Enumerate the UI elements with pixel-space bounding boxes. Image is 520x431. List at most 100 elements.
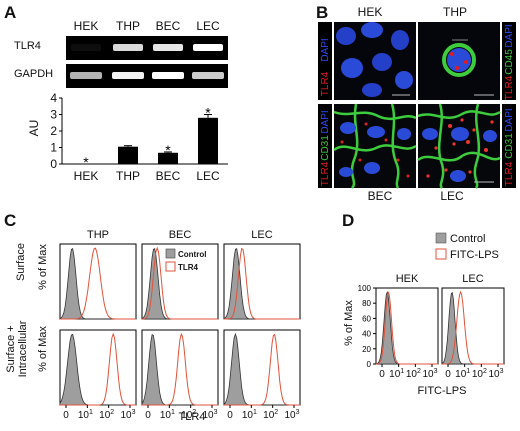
svg-text:CD31: CD31 [320,135,331,161]
d-hist-hek-stained-histogram [375,291,438,365]
row-label-intracellular-line2: Intracellular [17,320,29,377]
c-legend: Control TLR4 [165,248,206,272]
d-y-tick-label: 0 [367,360,372,369]
d-y-tick-label: 20 [362,345,371,354]
band-tlr4-hek [71,44,101,51]
c-surface-bec [141,243,219,320]
y-tick-label: 2 [50,124,57,138]
svg-text:TLR4: TLR4 [320,71,331,96]
svg-text:DAPI: DAPI [320,110,331,133]
panel-d: D % of Max FITC-LPS Control FITC-LPS HEK… [342,211,505,397]
d-x-lec-tick-label: 102 [472,368,487,380]
y-tick-label: 3 [50,108,57,122]
d-legend-control: Control [450,233,485,245]
y-tick-label: 1 [50,141,57,155]
d-x-hek-tick-label: 0 [379,369,385,380]
y-tick-label: 0 [50,157,57,171]
x-tick-label: LEC [196,169,220,183]
svg-text:DAPI: DAPI [504,108,515,131]
svg-text:CD31: CD31 [504,133,515,159]
c-surface-lec [223,243,301,320]
svg-text:TLR4: TLR4 [504,75,515,100]
d-legend: Control FITC-LPS [435,232,499,261]
d-column-label-hek: HEK [396,273,419,285]
c-ylabel-bottom: % of Max [37,326,49,372]
lane-label-lec: LEC [196,19,220,33]
c-x-thp-tick-label: 101 [78,409,93,421]
right-top-stain-label: DAPI CD45 TLR4 [502,22,516,100]
c-legend-control: Control [178,250,206,259]
significance-marker: * [83,154,89,170]
band-tlr4-lec [193,44,223,51]
svg-text:TLR4: TLR4 [320,161,331,186]
right-bottom-stain-label: DAPI CD31 TLR4 [502,104,516,188]
micro-label-hek: HEK [358,5,383,19]
svg-text:DAPI: DAPI [504,24,515,47]
y-tick-label: 4 [50,91,57,105]
lane-labels: HEK THP BEC LEC [74,19,220,33]
svg-text:DAPI: DAPI [320,38,331,61]
c-x-bec-tick-label: 101 [160,409,175,421]
x-tick-label: BEC [156,169,181,183]
d-hist-lec [441,287,505,365]
c-x-bec-tick-label: 0 [145,410,151,421]
c-x-lec-tick-label: 0 [227,410,233,421]
c-x-thp-tick-label: 102 [99,409,114,421]
micro-label-thp: THP [443,5,467,19]
panel-c-label: C [4,211,16,230]
band-gapdh-lec [192,72,224,79]
micro-label-bec: BEC [368,189,393,203]
panel-b-label: B [316,3,328,22]
d-column-label-lec: LEC [462,273,483,285]
d-y-tick-label: 60 [362,314,371,323]
panel-b: B HEK THP DAPI TLR4 DAPI CD31 TLR4 DAPI … [316,3,516,203]
row-label-surface: Surface [15,243,27,281]
gene-label-gapdh: GAPDH [14,68,53,80]
d-ylabel: % of Max [343,300,355,346]
panel-a-label: A [4,3,16,22]
svg-text:CD45: CD45 [504,49,515,75]
c-column-label-bec: BEC [169,229,192,241]
d-x-hek-tick-label: 101 [389,368,404,380]
c-x-lec-tick-label: 103 [284,409,299,421]
lane-label-thp: THP [116,19,140,33]
d-legend-fitc: FITC-LPS [450,249,499,261]
c-ylabel-top: % of Max [37,244,49,290]
gel-bands [70,44,224,79]
c-xlabel: TLR4 [179,411,206,423]
c-intracellular-lec-stained-histogram [224,333,300,406]
gene-label-tlr4: TLR4 [14,40,41,52]
band-gapdh-hek [70,72,102,79]
c-column-label-lec: LEC [251,229,272,241]
micrograph-lec [417,103,501,189]
bar-lec [198,117,218,164]
panel-d-label: D [342,211,354,230]
significance-marker: * [165,142,171,158]
d-xlabel: FITC-LPS [418,385,467,397]
d-y-tick-label: 80 [362,299,371,308]
c-legend-control-swatch [165,248,176,259]
d-x-hek-tick-label: 103 [422,368,437,380]
left-top-stain-label: DAPI TLR4 [318,22,332,100]
c-intracellular-thp [59,329,137,406]
lane-label-hek: HEK [74,19,99,33]
c-x-thp-tick-label: 0 [63,410,69,421]
d-hist-lec-stained-histogram [442,290,504,365]
c-surface-bec-stained-histogram [141,246,218,320]
left-bottom-stain-label: DAPI CD31 TLR4 [318,104,332,188]
c-surface-thp [59,243,137,320]
c-surface-thp-stained-histogram [60,247,136,320]
micrograph-bec [333,103,417,189]
bar-bec [158,152,178,164]
c-intracellular-bec-stained-histogram [142,332,218,406]
micrograph-thp [418,22,500,100]
c-x-lec-tick-label: 101 [242,409,257,421]
band-gapdh-thp [112,72,144,79]
d-x-lec-tick-label: 101 [455,368,470,380]
x-tick-label: THP [116,169,140,183]
d-x-lec-tick-label: 0 [445,369,451,380]
bar-thp [118,146,138,164]
lane-label-bec: BEC [156,19,181,33]
